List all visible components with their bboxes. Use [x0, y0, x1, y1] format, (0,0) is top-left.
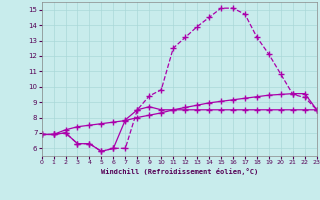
X-axis label: Windchill (Refroidissement éolien,°C): Windchill (Refroidissement éolien,°C): [100, 168, 258, 175]
